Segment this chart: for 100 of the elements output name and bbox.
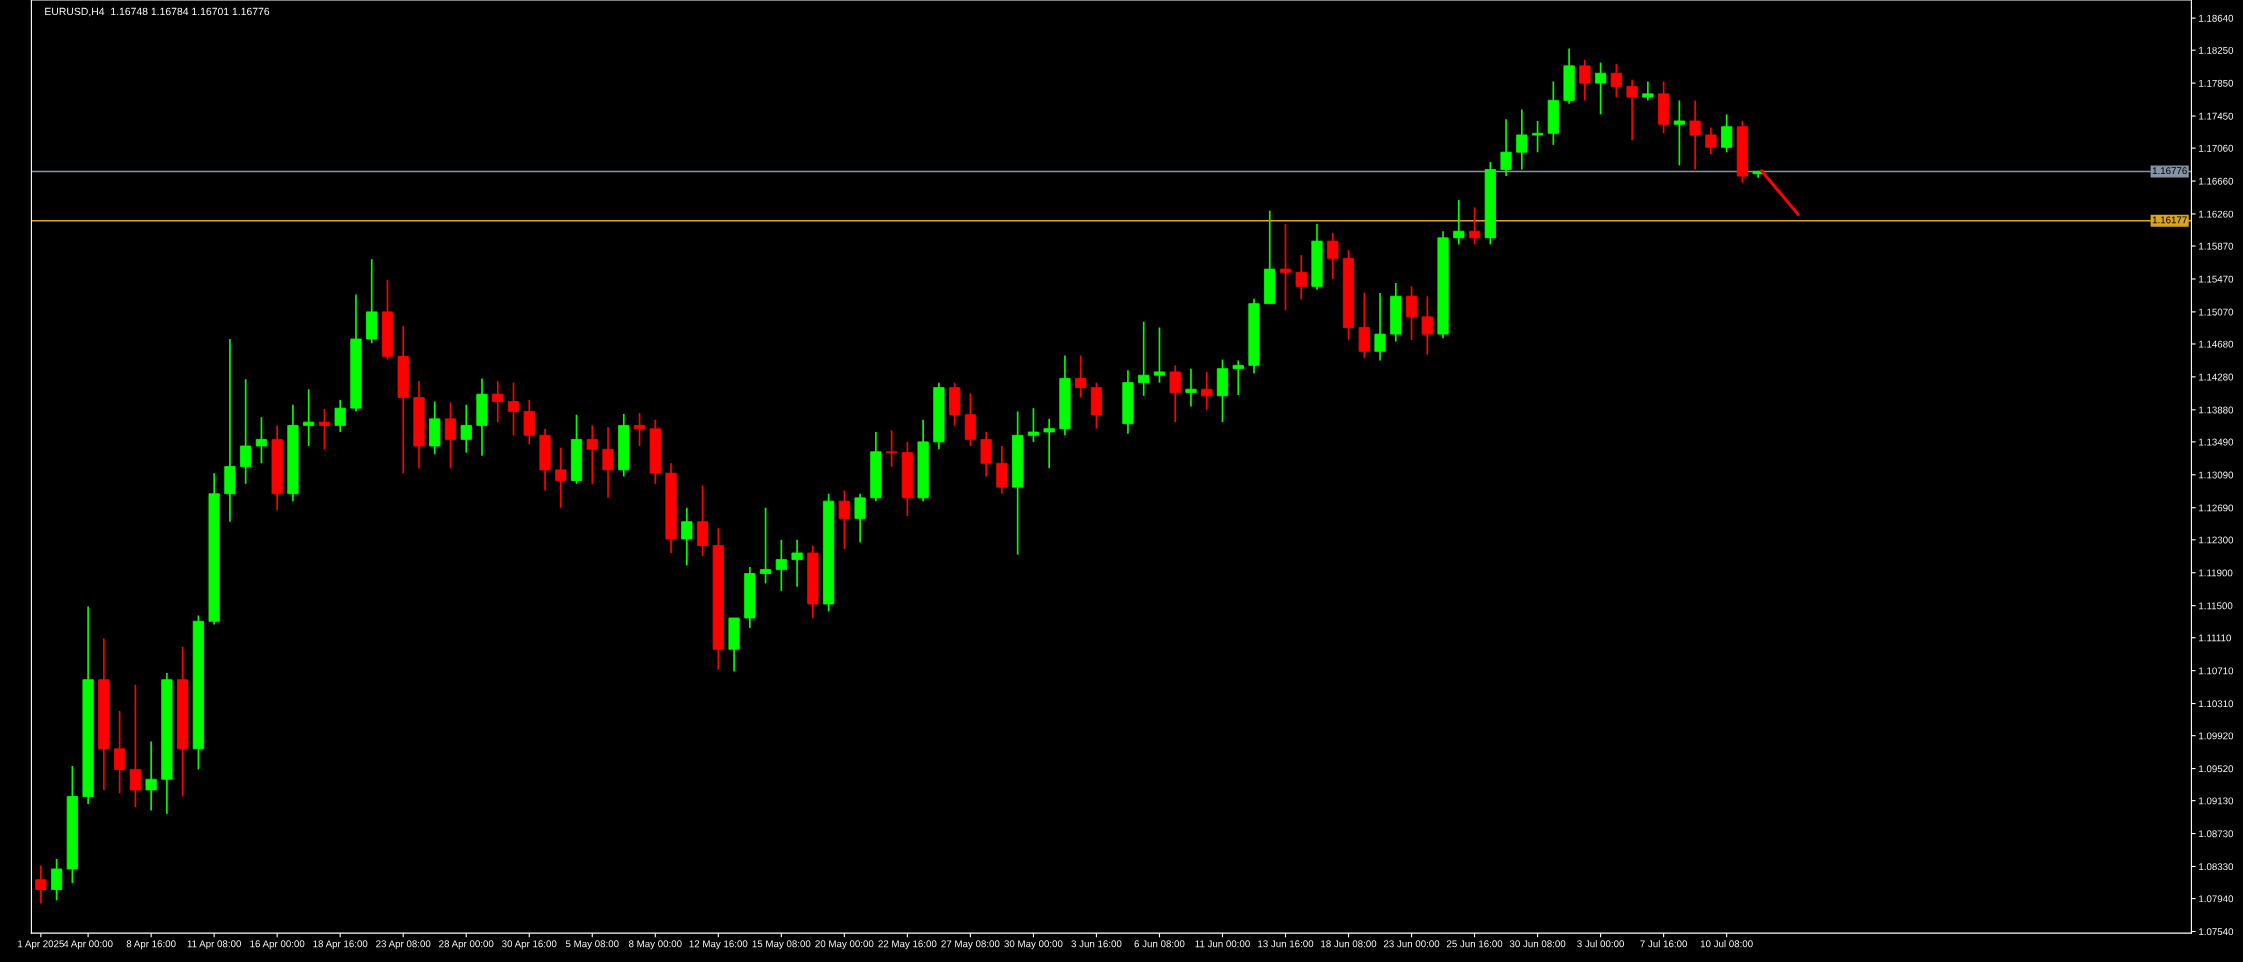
candlestick (1201, 371, 1213, 411)
candlestick (1500, 118, 1512, 177)
candlestick (1232, 359, 1244, 396)
x-tick-label: 8 Apr 16:00 (126, 940, 176, 950)
candlestick (460, 404, 472, 454)
candlestick (791, 538, 803, 588)
y-tick-label: 1.15070 (2199, 308, 2234, 316)
y-tick-label: 1.15870 (2199, 242, 2234, 250)
x-tick-label: 11 Apr 08:00 (187, 940, 241, 950)
x-tick-label: 18 Jun 08:00 (1321, 940, 1377, 948)
candlestick (696, 484, 709, 558)
candlestick (980, 431, 992, 478)
y-tick-label: 1.12300 (2199, 536, 2234, 544)
candlestick (334, 399, 346, 433)
y-tick-label: 1.08730 (2199, 830, 2234, 838)
y-tick-label: 1.17060 (2199, 144, 2234, 152)
candlestick (1185, 367, 1197, 408)
y-tick-label: 1.17450 (2199, 112, 2234, 120)
text: EURUSD,H4 1.16748 1.16784 1.16701 1.16776 (45, 7, 270, 17)
candlestick (1721, 113, 1733, 154)
x-tick-label: 3 Jun 16:00 (1071, 940, 1122, 948)
x-tick-label: 8 May 00:00 (628, 940, 682, 950)
candlestick (1421, 295, 1433, 356)
candlestick (240, 378, 252, 485)
candlestick (1516, 108, 1528, 171)
candlestick (1279, 222, 1292, 312)
x-tick-label: 18 Apr 16:00 (313, 940, 368, 950)
y-tick-label: 1.09920 (2199, 732, 2234, 740)
candlestick (633, 412, 646, 447)
x-tick-label: 20 May 00:00 (815, 940, 874, 950)
candlestick (523, 399, 535, 446)
ref-line-label: 1.16177 (2152, 216, 2187, 224)
candlestick (1610, 63, 1622, 98)
x-tick-label: 30 Apr 16:00 (502, 940, 557, 950)
candlestick (838, 489, 850, 550)
x-tick-label: 7 Jul 16:00 (1640, 940, 1688, 948)
x-tick-label: 22 May 16:00 (878, 940, 937, 950)
candlestick (1043, 418, 1055, 470)
x-tick-label: 1 Apr 2025 (18, 940, 64, 950)
y-tick-label: 1.16660 (2199, 177, 2234, 185)
candlestick (1531, 120, 1544, 154)
candlestick (996, 445, 1008, 495)
candlestick (318, 408, 331, 451)
candlestick (1594, 61, 1607, 116)
x-tick-label: 30 Jun 08:00 (1509, 940, 1566, 948)
candlestick (1579, 59, 1591, 102)
candlestick (1468, 206, 1481, 246)
x-tick-label: 27 May 08:00 (941, 940, 1000, 950)
y-tick-label: 1.07540 (2199, 928, 2234, 936)
ref-line-label: 1.16776 (2152, 167, 2187, 175)
y-tick-label: 1.18250 (2199, 46, 2234, 54)
candlestick (1689, 99, 1701, 171)
x-tick-label: 23 Apr 08:00 (376, 940, 431, 950)
y-tick-label: 1.13880 (2199, 406, 2234, 414)
candlestick (1374, 292, 1386, 362)
candlestick (507, 381, 520, 437)
candlestick (1358, 292, 1370, 359)
x-tick-label: 3 Jul 00:00 (1577, 940, 1624, 948)
y-tick-label: 1.08330 (2199, 863, 2234, 871)
candlestick (1673, 99, 1685, 167)
x-tick-label: 11 Jun 00:00 (1195, 940, 1250, 948)
y-tick-label: 1.11110 (2199, 634, 2231, 642)
candlestick (1075, 354, 1087, 399)
x-tick-label: 4 Apr 00:00 (63, 940, 113, 950)
x-tick-label: 10 Jul 08:00 (1700, 940, 1753, 948)
x-tick-label: 5 May 08:00 (565, 940, 619, 950)
y-tick-label: 1.15470 (2199, 275, 2234, 283)
x-tick-label: 16 Apr 00:00 (250, 940, 305, 950)
x-tick-label: 15 May 08:00 (752, 940, 811, 950)
y-tick-label: 1.18640 (2199, 14, 2234, 22)
candlestick (255, 416, 268, 465)
candlestick (586, 424, 598, 485)
candlestick (886, 429, 898, 468)
y-tick-label: 1.09130 (2199, 797, 2234, 805)
y-tick-label: 1.11900 (2199, 569, 2233, 577)
candlestick (1295, 254, 1307, 301)
candlestick (854, 492, 866, 544)
y-tick-label: 1.14680 (2199, 340, 2234, 348)
candlestick (1327, 232, 1339, 280)
x-tick-label: 30 May 00:00 (1004, 940, 1063, 950)
candlestick (1153, 326, 1166, 384)
y-tick-label: 1.14280 (2199, 373, 2234, 381)
x-tick-label: 12 May 16:00 (689, 940, 748, 950)
candlestick (681, 506, 693, 567)
x-tick-label: 25 Jun 16:00 (1446, 940, 1503, 948)
candlestick (444, 401, 457, 470)
y-tick-label: 1.13090 (2199, 471, 2234, 479)
candlestick (555, 446, 567, 509)
y-tick-label: 1.12690 (2199, 504, 2234, 512)
candlestick (775, 538, 787, 592)
y-tick-label: 1.10310 (2199, 700, 2234, 708)
candlestick (1169, 364, 1181, 423)
candlestick (1138, 320, 1150, 397)
x-tick-label: 6 Jun 08:00 (1134, 940, 1185, 948)
y-tick-label: 1.17850 (2199, 79, 2234, 87)
candlestick (50, 858, 63, 902)
candlestick (35, 864, 47, 905)
candlestick (145, 740, 157, 812)
candlestick (1705, 126, 1717, 155)
y-tick-label: 1.07940 (2199, 895, 2234, 903)
